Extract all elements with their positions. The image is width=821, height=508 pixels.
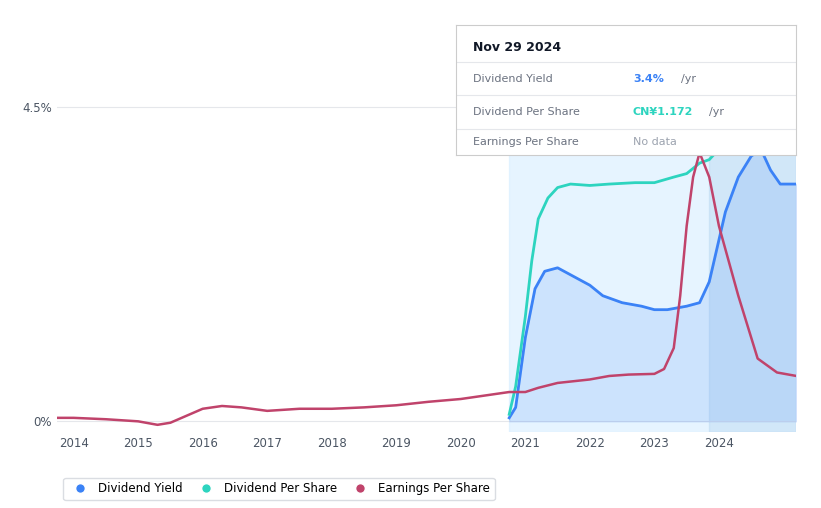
Bar	[509, 86, 796, 432]
Text: /yr: /yr	[681, 74, 695, 83]
Text: Past: Past	[745, 118, 770, 131]
Text: /yr: /yr	[709, 107, 724, 117]
Legend: Dividend Yield, Dividend Per Share, Earnings Per Share: Dividend Yield, Dividend Per Share, Earn…	[63, 478, 494, 500]
Bar	[709, 86, 796, 432]
Text: 3.4%: 3.4%	[633, 74, 663, 83]
Text: Earnings Per Share: Earnings Per Share	[473, 137, 579, 147]
Text: Dividend Per Share: Dividend Per Share	[473, 107, 580, 117]
Text: No data: No data	[633, 137, 677, 147]
Text: Dividend Yield: Dividend Yield	[473, 74, 553, 83]
Text: CN¥1.172: CN¥1.172	[633, 107, 693, 117]
Text: Nov 29 2024: Nov 29 2024	[473, 41, 561, 54]
